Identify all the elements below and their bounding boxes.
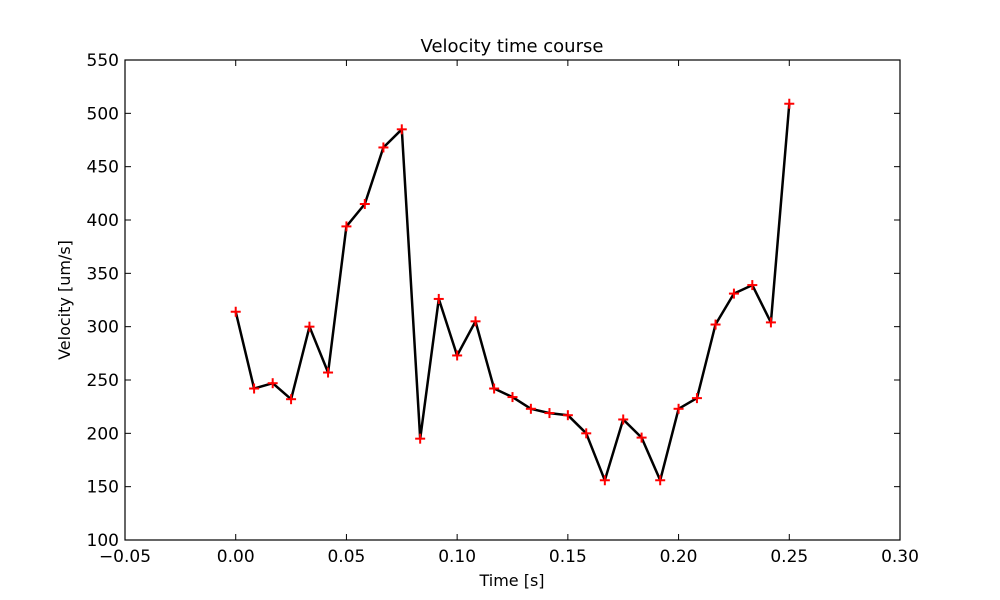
- data-point-marker: [618, 414, 629, 425]
- y-tick-label: 250: [87, 371, 119, 391]
- data-point-marker: [599, 475, 610, 486]
- data-point-marker: [489, 383, 500, 394]
- x-tick-label: 0.25: [770, 547, 808, 567]
- data-point-marker: [249, 383, 260, 394]
- data-point-marker: [470, 316, 481, 327]
- data-point-marker: [784, 98, 795, 109]
- data-point-marker: [525, 403, 536, 414]
- data-point-marker: [341, 221, 352, 232]
- data-point-marker: [728, 288, 739, 299]
- y-tick-label: 350: [87, 264, 119, 284]
- data-point-marker: [396, 124, 407, 135]
- x-tick-label: −0.05: [99, 547, 151, 567]
- data-point-marker: [562, 410, 573, 421]
- data-point-marker: [415, 433, 426, 444]
- data-point-marker: [230, 306, 241, 317]
- x-axis-label: Time [s]: [478, 571, 544, 590]
- data-point-marker: [359, 199, 370, 209]
- axis-ticks: [124, 59, 901, 541]
- y-tick-label: 400: [87, 211, 119, 231]
- data-point-marker: [655, 475, 666, 486]
- y-tick-label: 450: [87, 158, 119, 178]
- data-point-marker: [304, 321, 315, 332]
- y-tick-label: 500: [87, 104, 119, 124]
- y-tick-label: 300: [87, 318, 119, 338]
- x-tick-label: 0.20: [660, 547, 698, 567]
- data-point-marker: [544, 408, 555, 419]
- data-point-marker: [267, 378, 278, 389]
- data-point-marker: [378, 142, 389, 153]
- data-point-marker: [286, 394, 297, 405]
- data-point-marker: [691, 393, 702, 404]
- plot-frame: [124, 59, 901, 541]
- y-tick-label: 550: [87, 51, 119, 71]
- chart-title: Velocity time course: [421, 36, 604, 57]
- x-tick-label: 0.05: [327, 547, 365, 567]
- data-point-marker: [433, 293, 444, 304]
- data-point-marker: [581, 428, 592, 439]
- data-point-marker: [323, 367, 334, 378]
- data-point-marker: [765, 317, 776, 328]
- data-point-marker: [452, 350, 463, 361]
- y-tick-label: 100: [87, 531, 119, 551]
- data-point-marker: [507, 392, 518, 403]
- y-axis-label: Velocity [um/s]: [55, 240, 74, 360]
- data-point-marker: [747, 280, 758, 291]
- y-tick-label: 150: [87, 478, 119, 498]
- x-tick-label: 0.15: [549, 547, 587, 567]
- axis-tick-labels: −0.05 0.00 0.05 0.10 0.15 0.20 0.25 0.30 100 150 2…: [87, 51, 919, 567]
- data-markers: [230, 98, 795, 486]
- x-tick-label: 0.10: [438, 547, 476, 567]
- data-point-marker: [636, 432, 647, 443]
- data-point-marker: [710, 319, 721, 330]
- x-tick-label: 0.30: [881, 547, 919, 567]
- data-point-marker: [673, 403, 684, 414]
- y-tick-label: 200: [87, 424, 119, 444]
- x-tick-label: 0.00: [217, 547, 255, 567]
